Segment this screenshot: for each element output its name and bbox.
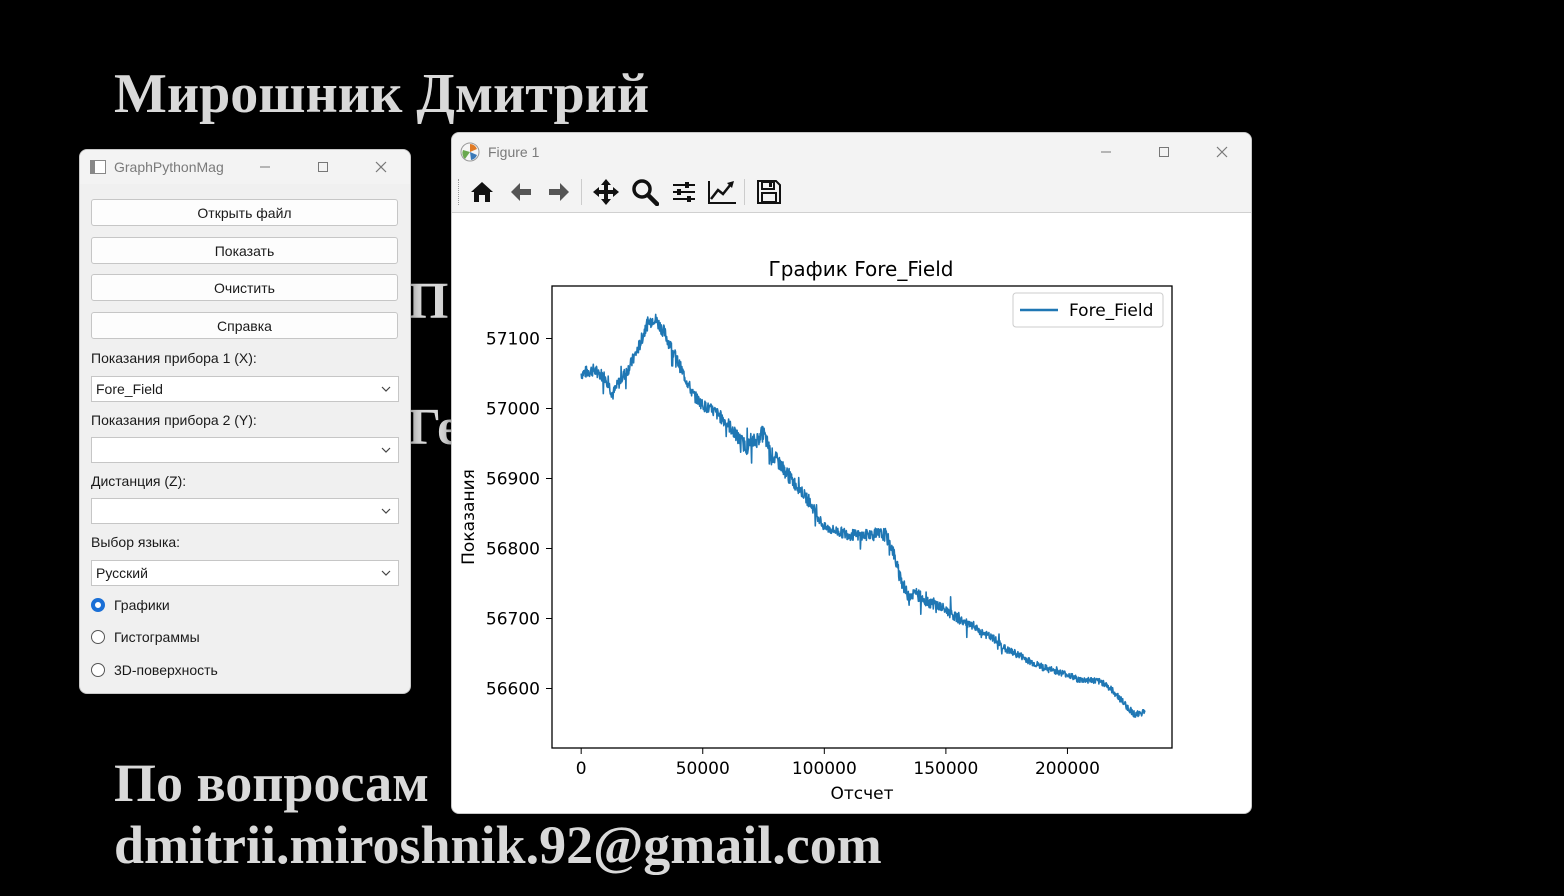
show-button[interactable]: Показать: [91, 237, 398, 264]
maximize-icon: [318, 162, 328, 172]
toolbar-separator: [581, 179, 582, 205]
save-button[interactable]: [754, 177, 784, 207]
x-tick-label: 0: [576, 759, 587, 779]
language-label: Выбор языка:: [91, 534, 181, 550]
radio-graphs-label: Графики: [114, 597, 170, 613]
matplotlib-logo-icon: [460, 142, 480, 162]
x-tick-label: 50000: [676, 759, 730, 779]
app-titlebar[interactable]: GraphPythonMag: [80, 150, 410, 184]
configure-subplots-button[interactable]: [669, 177, 699, 207]
y-tick-label: 56700: [486, 610, 540, 630]
y-tick-label: 57100: [486, 330, 540, 350]
clear-button[interactable]: Очистить: [91, 274, 398, 301]
radio-3d-surface-label: 3D-поверхность: [114, 662, 218, 678]
y-tick-label: 56800: [486, 540, 540, 560]
edit-axis-button[interactable]: [707, 177, 737, 207]
y-tick-label: 56900: [486, 470, 540, 490]
app-window-title: GraphPythonMag: [114, 159, 224, 175]
chevron-down-icon: [381, 386, 391, 392]
radio-histograms[interactable]: Гистограммы: [91, 629, 200, 645]
contact-email: dmitrii.miroshnik.92@gmail.com: [114, 815, 882, 875]
axes-frame: [551, 285, 1173, 749]
edit-axis-icon: [708, 181, 736, 204]
y-tick-label: 56600: [486, 680, 540, 700]
plot-lines: [580, 313, 1146, 718]
zoom-button[interactable]: [630, 177, 660, 207]
radio-graphs[interactable]: Графики: [91, 597, 170, 613]
x-tick-label: 100000: [792, 759, 857, 779]
figure-close-button[interactable]: [1193, 133, 1251, 171]
device1-label: Показания прибора 1 (X):: [91, 350, 257, 366]
figure-minimize-button[interactable]: [1077, 133, 1135, 171]
distance-label: Дистанция (Z):: [91, 473, 187, 489]
device2-label: Показания прибора 2 (Y):: [91, 412, 257, 428]
legend-entry: Fore_Field: [1069, 301, 1153, 321]
toolbar-separator-2: [744, 179, 745, 205]
radio-3d-surface[interactable]: 3D-поверхность: [91, 662, 218, 678]
minimize-button[interactable]: [236, 150, 294, 184]
toolbar-grip: [458, 179, 460, 205]
device2-select[interactable]: [91, 437, 399, 463]
x-tick-label: 150000: [913, 759, 978, 779]
configure-subplots-icon: [673, 182, 695, 202]
partially-hidden-text: П: [408, 273, 449, 330]
home-button[interactable]: [467, 177, 497, 207]
close-icon: [375, 161, 387, 173]
language-select-value: Русский: [96, 565, 148, 581]
plot-canvas[interactable]: График Fore_Field 0 50000 100000 150000 2000…: [452, 213, 1251, 813]
line-chart[interactable]: График Fore_Field 0 50000 100000 150000 2000…: [452, 213, 1251, 813]
app-window-icon: [90, 160, 106, 174]
figure-window: Figure 1: [451, 132, 1252, 814]
app-window: GraphPythonMag Открыть файл Показать Очи…: [79, 149, 411, 694]
maximize-icon: [1159, 147, 1169, 157]
pan-button[interactable]: [591, 177, 621, 207]
figure-window-title: Figure 1: [488, 144, 540, 160]
help-button[interactable]: Справка: [91, 312, 398, 339]
forward-icon: [549, 183, 569, 201]
figure-titlebar[interactable]: Figure 1: [452, 133, 1251, 171]
back-icon: [511, 183, 531, 201]
distance-select[interactable]: [91, 498, 399, 524]
chevron-down-icon: [381, 570, 391, 576]
minimize-icon: [1101, 151, 1111, 153]
chevron-down-icon: [381, 447, 391, 453]
chart-title: График Fore_Field: [769, 257, 954, 281]
close-button[interactable]: [352, 150, 410, 184]
y-axis-label: Показания: [459, 469, 479, 565]
minimize-icon: [260, 166, 270, 168]
contact-prompt: По вопросам: [114, 753, 429, 813]
device1-select[interactable]: Fore_Field: [91, 376, 399, 402]
radio-histograms-indicator[interactable]: [91, 630, 105, 644]
zoom-icon: [632, 179, 659, 206]
device1-select-value: Fore_Field: [96, 381, 163, 397]
pan-icon: [593, 179, 619, 205]
radio-histograms-label: Гистограммы: [114, 629, 200, 645]
y-tick-label: 57000: [486, 400, 540, 420]
author-heading: Мирошник Дмитрий: [114, 63, 650, 125]
maximize-button[interactable]: [294, 150, 352, 184]
chevron-down-icon: [381, 508, 391, 514]
radio-3d-surface-indicator[interactable]: [91, 663, 105, 677]
figure-toolbar: [452, 171, 1251, 213]
save-icon: [757, 180, 781, 204]
legend: Fore_Field: [1012, 292, 1164, 328]
forward-button[interactable]: [544, 177, 574, 207]
x-axis-label: Отсчет: [830, 784, 893, 804]
home-icon: [471, 182, 493, 202]
x-tick-label: 200000: [1035, 759, 1100, 779]
language-select[interactable]: Русский: [91, 560, 399, 586]
series-line-fore-field: [580, 313, 1146, 718]
close-icon: [1216, 146, 1228, 158]
axis-ticks: 0 50000 100000 150000 200000 56600 56700 56800 5…: [486, 330, 1100, 780]
radio-graphs-indicator[interactable]: [91, 598, 105, 612]
figure-maximize-button[interactable]: [1135, 133, 1193, 171]
back-button[interactable]: [506, 177, 536, 207]
legend-box: [1012, 292, 1164, 328]
open-file-button[interactable]: Открыть файл: [91, 199, 398, 226]
